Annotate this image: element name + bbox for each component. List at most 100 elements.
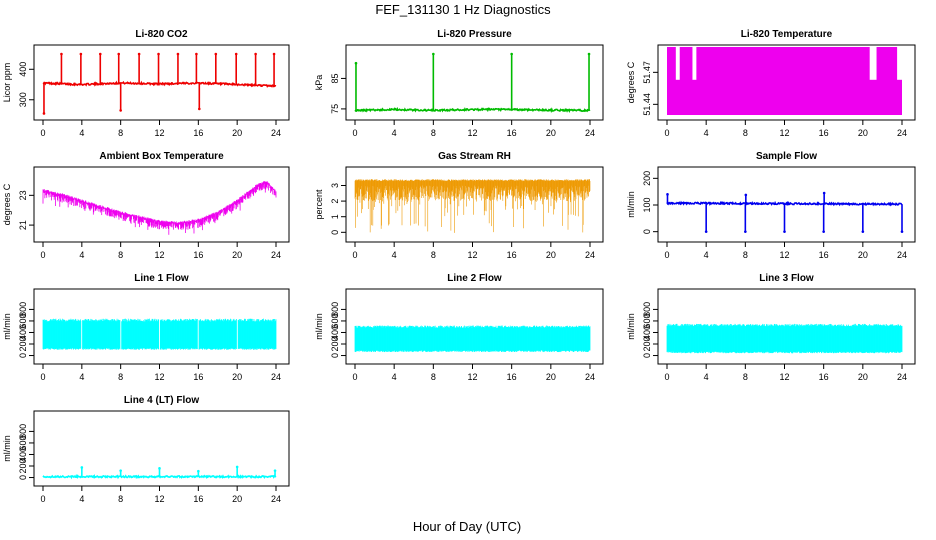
plot-data	[354, 179, 591, 233]
x-axis: 0 4 8 12 16 20 24	[664, 120, 907, 138]
x-tick-label: 12	[779, 250, 789, 260]
trace-point	[158, 467, 161, 470]
panel-title: Ambient Box Temperature	[99, 151, 224, 162]
panel-title: Line 4 (LT) Flow	[124, 395, 200, 406]
y-tick-label: 600	[330, 313, 340, 328]
x-tick-label: 24	[271, 494, 281, 504]
plot-data	[42, 181, 277, 235]
y-tick-label: 200	[642, 171, 652, 186]
trace-point	[587, 52, 591, 56]
y-axis: 21 23	[18, 190, 34, 230]
panel-title: Li-820 Temperature	[741, 29, 833, 40]
x-tick-label: 12	[467, 250, 477, 260]
x-tick-label: 8	[118, 128, 123, 138]
x-tick-label: 20	[232, 494, 242, 504]
x-tick-label: 12	[154, 372, 164, 382]
plot-data	[354, 52, 591, 114]
x-tick-label: 16	[819, 372, 829, 382]
y-tick-label: 600	[18, 435, 28, 450]
panel-ambient-box-temperature: Ambient Box Temperature degrees C 0 4 8 12 16 2…	[2, 151, 290, 260]
x-tick-label: 8	[431, 128, 436, 138]
trace-point	[42, 112, 46, 115]
x-axis: 0 4 8 12 16 20 24	[40, 242, 281, 260]
x-axis: 0 4 8 12 16 20 24	[352, 242, 595, 260]
y-tick-label: 85	[330, 73, 340, 83]
x-axis: 0 4 8 12 16 20 24	[40, 120, 281, 138]
x-tick-label: 12	[154, 128, 164, 138]
x-tick-label: 16	[507, 372, 517, 382]
x-tick-label: 12	[154, 494, 164, 504]
x-tick-label: 4	[704, 372, 709, 382]
y-tick-label: 0	[642, 353, 652, 358]
y-tick-label: 3	[330, 183, 340, 188]
fill-block	[679, 47, 693, 115]
trace-point	[861, 230, 865, 233]
trace-point	[60, 52, 63, 56]
y-axis-label: ml/min	[314, 313, 324, 340]
y-tick-label: 800	[18, 424, 28, 439]
x-tick-label: 8	[743, 128, 748, 138]
x-tick-label: 16	[819, 128, 829, 138]
x-tick-label: 16	[819, 250, 829, 260]
panel-li-820-pressure: Li-820 Pressure kPa 0 4 8 12 16 20 24 75 85	[314, 29, 604, 138]
trace-point	[744, 230, 747, 233]
x-tick-label: 20	[546, 372, 556, 382]
y-axis-label: kPa	[314, 75, 324, 91]
trace-point	[198, 107, 201, 111]
y-tick-label: 0	[330, 353, 340, 358]
x-tick-label: 16	[193, 372, 203, 382]
x-tick-label: 20	[232, 250, 242, 260]
panel-title: Line 3 Flow	[759, 273, 814, 284]
y-tick-label: 100	[642, 197, 652, 212]
x-tick-label: 12	[467, 372, 477, 382]
trace-point	[79, 52, 83, 56]
x-tick-label: 16	[193, 494, 203, 504]
y-tick-label: 800	[642, 302, 652, 317]
plot-data	[666, 191, 904, 233]
plot-frame	[345, 288, 604, 365]
y-tick-label: 0	[330, 230, 340, 235]
trace-point	[197, 469, 200, 473]
x-tick-label: 4	[79, 128, 84, 138]
trace-point	[254, 52, 257, 56]
x-tick-label: 0	[40, 128, 45, 138]
y-axis: 300 400	[18, 62, 34, 107]
trace-point	[510, 52, 513, 56]
x-tick-label: 12	[467, 128, 477, 138]
y-tick-label: 400	[642, 325, 652, 340]
x-tick-label: 0	[664, 128, 669, 138]
y-tick-label: 400	[330, 325, 340, 340]
trace-point	[195, 52, 198, 56]
y-tick-label: 800	[18, 302, 28, 317]
y-axis: 0 100 200	[642, 171, 658, 234]
trace-point	[137, 52, 141, 56]
figure-title: FEF_131130 1 Hz Diagnostics	[375, 2, 551, 17]
trace-point	[822, 191, 826, 195]
x-tick-label: 20	[858, 128, 868, 138]
x-tick-label: 4	[392, 372, 397, 382]
plot-data	[42, 52, 277, 115]
x-tick-label: 0	[664, 250, 669, 260]
x-tick-label: 16	[507, 250, 517, 260]
x-tick-label: 8	[431, 250, 436, 260]
x-tick-label: 4	[79, 250, 84, 260]
y-axis-label: degrees C	[626, 61, 636, 103]
x-axis: 0 4 8 12 16 20 24	[40, 364, 281, 382]
x-tick-label: 8	[743, 372, 748, 382]
y-axis-label: degrees C	[2, 183, 12, 225]
x-tick-label: 8	[118, 372, 123, 382]
y-tick-label: 400	[18, 325, 28, 340]
plot-data	[354, 325, 591, 353]
y-axis-label: ml/min	[626, 191, 636, 218]
fill-block	[876, 47, 898, 115]
panel-title: Line 2 Flow	[447, 273, 502, 284]
panel-line-4-lt-flow: Line 4 (LT) Flow ml/min 0 4 8 12 16 20 24 0 200400…	[2, 395, 290, 504]
x-tick-label: 20	[232, 128, 242, 138]
fill-block	[696, 47, 870, 115]
trace-point	[235, 465, 239, 469]
plot-data	[666, 323, 903, 354]
